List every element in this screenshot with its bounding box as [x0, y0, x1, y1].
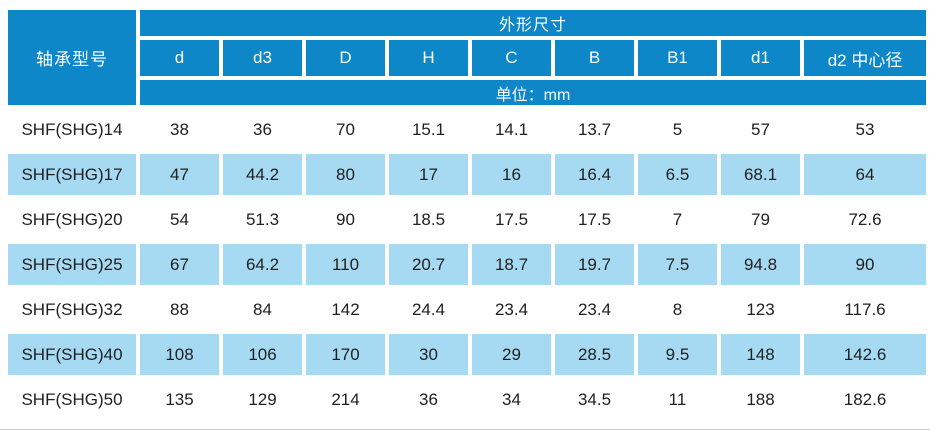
value-cell: 34 [502, 389, 521, 409]
column-header-b1: B1 [638, 40, 717, 76]
model-cell: SHF(SHG)40 [8, 334, 136, 375]
value-cell: 106 [223, 334, 302, 375]
value-cell: 117.6 [844, 299, 886, 319]
value-cell: 72.6 [848, 209, 882, 229]
column-header-d1: d1 [721, 40, 800, 76]
model-cell: SHF(SHG)50 [21, 389, 123, 409]
value-cell: 20.7 [389, 244, 468, 285]
value-cell: 23.4 [494, 299, 529, 319]
value-cell: 8 [672, 299, 683, 319]
column-header-d2: d2 中心径 [804, 40, 927, 76]
value-cell: 67 [140, 244, 219, 285]
bottom-divider [0, 429, 930, 430]
value-cell: 34.5 [577, 389, 612, 409]
value-cell: 6.5 [638, 154, 717, 195]
table-row: SHF(SHG)25 67 64.2 110 20.7 18.7 19.7 7.5 94.8 90 [8, 244, 927, 285]
value-cell: 36 [419, 389, 438, 409]
value-cell: 15.1 [411, 119, 446, 139]
value-cell: 44.2 [223, 154, 302, 195]
column-header-d: d [140, 40, 219, 76]
column-header-b: B [555, 40, 634, 76]
value-cell: 38 [170, 119, 189, 139]
model-cell: SHF(SHG)25 [8, 244, 136, 285]
group-header-dimensions: 外形尺寸 [140, 10, 927, 36]
value-cell: 70 [336, 119, 355, 139]
value-cell: 7 [672, 209, 683, 229]
value-cell: 188 [746, 389, 775, 409]
value-cell: 80 [306, 154, 385, 195]
value-cell: 16 [472, 154, 551, 195]
value-cell: 79 [751, 209, 770, 229]
value-cell: 182.6 [843, 389, 887, 409]
value-cell: 148 [721, 334, 800, 375]
value-cell: 13.7 [577, 119, 612, 139]
column-header-d3: d3 [223, 40, 302, 76]
column-header-h: H [389, 40, 468, 76]
table-row: SHF(SHG)17 47 44.2 80 17 16 16.4 6.5 68.1 64 [8, 154, 927, 195]
value-cell: 19.7 [555, 244, 634, 285]
table-row: SHF(SHG)32 88 84 142 24.4 23.4 23.4 8 123 117.6 [8, 289, 926, 330]
value-cell: 24.4 [411, 299, 446, 319]
value-cell: 18.5 [411, 209, 446, 229]
value-cell: 57 [751, 119, 770, 139]
value-cell: 64.2 [223, 244, 302, 285]
column-header-c: C [472, 40, 551, 76]
value-cell: 135 [165, 389, 194, 409]
value-cell: 7.5 [638, 244, 717, 285]
value-cell: 64 [804, 154, 927, 195]
value-cell: 214 [331, 389, 360, 409]
value-cell: 54 [170, 209, 189, 229]
model-cell: SHF(SHG)14 [21, 119, 123, 139]
value-cell: 53 [855, 119, 875, 139]
value-cell: 110 [306, 244, 385, 285]
value-cell: 129 [248, 389, 277, 409]
value-cell: 51.3 [245, 209, 280, 229]
value-cell: 170 [306, 334, 385, 375]
value-cell: 17.5 [494, 209, 529, 229]
value-cell: 142 [331, 299, 360, 319]
table-row: SHF(SHG)14 38 36 70 15.1 14.1 13.7 5 57 53 [8, 109, 926, 150]
model-column-header: 轴承型号 [8, 10, 136, 105]
value-cell: 18.7 [472, 244, 551, 285]
value-cell: 30 [389, 334, 468, 375]
value-cell: 90 [336, 209, 355, 229]
value-cell: 47 [140, 154, 219, 195]
value-cell: 16.4 [555, 154, 634, 195]
value-cell: 9.5 [638, 334, 717, 375]
value-cell: 84 [253, 299, 272, 319]
model-cell: SHF(SHG)20 [21, 209, 123, 229]
value-cell: 108 [140, 334, 219, 375]
value-cell: 123 [746, 299, 775, 319]
bearing-dimensions-table: 轴承型号 外形尺寸 d d3 D H C B B1 d1 d2 中心径 单位：mm SHF(SH… [4, 6, 930, 424]
value-cell: 68.1 [721, 154, 800, 195]
value-cell: 17 [389, 154, 468, 195]
value-cell: 142.6 [804, 334, 927, 375]
value-cell: 17.5 [577, 209, 612, 229]
table-row: SHF(SHG)20 54 51.3 90 18.5 17.5 17.5 7 79 72.6 [8, 199, 926, 240]
table-row: SHF(SHG)50 135 129 214 36 34 34.5 11 188 182.6 [8, 379, 926, 420]
value-cell: 90 [804, 244, 927, 285]
table-row: SHF(SHG)40 108 106 170 30 29 28.5 9.5 148 142.6 [8, 334, 927, 375]
value-cell: 14.1 [494, 119, 529, 139]
column-header-d: D [306, 40, 385, 76]
value-cell: 5 [672, 119, 683, 139]
value-cell: 23.4 [577, 299, 612, 319]
unit-header: 单位：mm [140, 80, 927, 105]
value-cell: 29 [472, 334, 551, 375]
model-cell: SHF(SHG)17 [8, 154, 136, 195]
value-cell: 88 [170, 299, 189, 319]
value-cell: 36 [253, 119, 272, 139]
value-cell: 28.5 [555, 334, 634, 375]
value-cell: 11 [668, 389, 687, 409]
model-cell: SHF(SHG)32 [21, 299, 123, 319]
value-cell: 94.8 [721, 244, 800, 285]
